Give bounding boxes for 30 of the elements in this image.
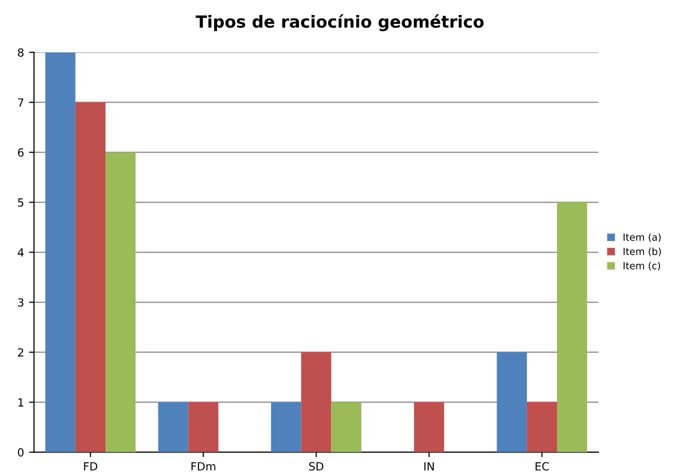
bar	[557, 202, 588, 452]
bar	[75, 102, 106, 452]
chart-title: Tipos de raciocínio geométrico	[196, 14, 484, 32]
bar	[526, 402, 558, 452]
x-tick-label: SD	[309, 462, 324, 471]
legend-label: Item (b)	[624, 248, 661, 256]
bar	[496, 352, 527, 452]
y-tick-label: 1	[18, 398, 24, 406]
x-tick-label: FDm	[192, 462, 216, 470]
x-tick-label: FD	[84, 462, 98, 470]
y-tick-label: 6	[18, 148, 24, 157]
bar	[45, 52, 76, 452]
bar	[301, 352, 332, 452]
bar	[414, 402, 444, 452]
bar	[158, 402, 188, 452]
y-tick-label: 8	[18, 48, 24, 57]
bar	[188, 402, 218, 452]
bar	[331, 402, 362, 452]
y-tick-label: 2	[18, 348, 24, 356]
legend-label: Item (c)	[624, 262, 660, 271]
x-tick-label: IN	[424, 462, 434, 470]
y-tick-label: 7	[18, 98, 24, 107]
bar	[271, 402, 302, 452]
y-tick-label: 3	[18, 298, 24, 307]
y-tick-label: 0	[18, 448, 24, 457]
x-tick-label: EC	[536, 462, 549, 471]
bar	[105, 152, 136, 452]
y-tick-label: 5	[18, 198, 24, 207]
legend-label: Item (a)	[624, 233, 661, 242]
y-tick-label: 4	[18, 248, 24, 256]
